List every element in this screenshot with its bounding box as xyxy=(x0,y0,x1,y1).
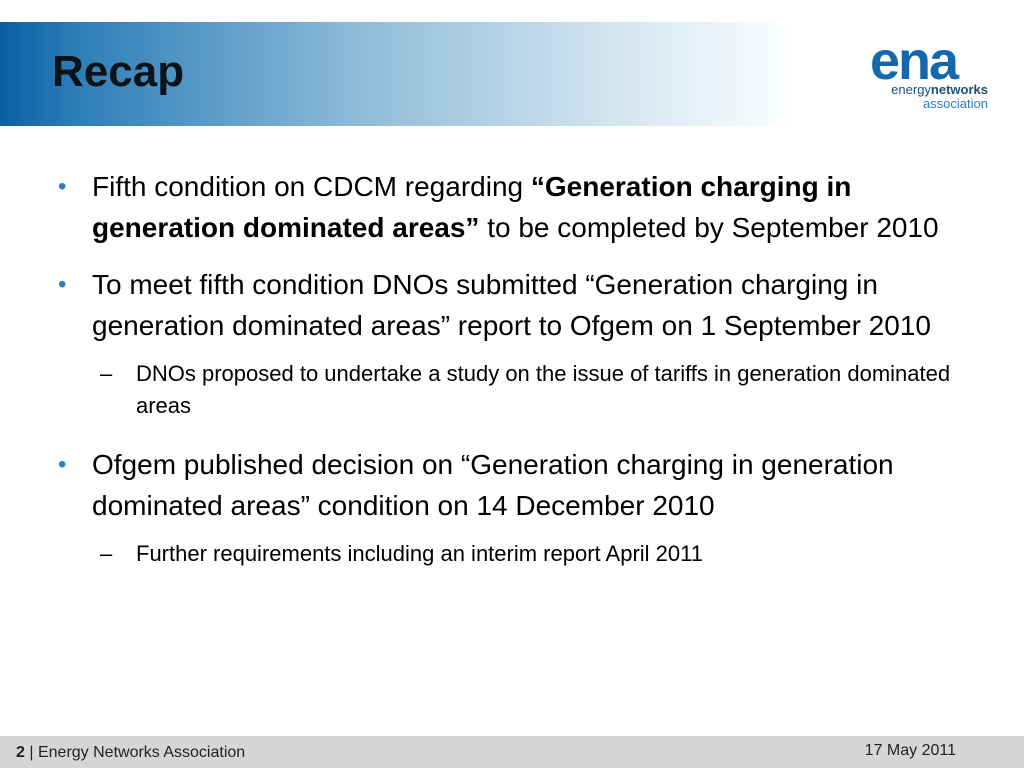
bullet-item: • Ofgem published decision on “Generatio… xyxy=(58,444,988,526)
footer-label: 2 | Energy Networks Association xyxy=(16,744,245,762)
slide-title: Recap xyxy=(52,47,185,96)
bullet-item: • Fifth condition on CDCM regarding “Gen… xyxy=(58,166,988,248)
sub-bullet-item: – DNOs proposed to undertake a study on … xyxy=(58,358,988,422)
bullet-item: • To meet fifth condition DNOs submitted… xyxy=(58,264,988,346)
bullet-bold-text: “Generation charging in generation domin… xyxy=(92,171,852,243)
sub-bullet-text: DNOs proposed to undertake a study on th… xyxy=(136,361,951,418)
sub-bullet-marker: – xyxy=(100,541,113,566)
logo-energy-text: energy xyxy=(891,82,931,97)
logo-networks-text: networks xyxy=(930,82,988,97)
logo-tagline-2: association xyxy=(922,96,988,111)
footer-separator: | xyxy=(29,744,34,761)
bullet-text: Fifth condition on CDCM regarding xyxy=(92,171,531,202)
bullet-text-tail: to be completed by September 2010 xyxy=(479,212,939,243)
page-number: 2 xyxy=(16,744,25,761)
bullet-text: Ofgem published decision on “Generation … xyxy=(92,449,894,521)
slide-footer: 2 | Energy Networks Association 17 May 2… xyxy=(0,736,1024,768)
bullet-text: To meet fifth condition DNOs submitted “… xyxy=(92,269,931,341)
logo-tagline-1: energynetworks xyxy=(891,82,988,97)
bullet-marker: • xyxy=(58,451,67,478)
bullet-marker: • xyxy=(58,173,67,200)
sub-bullet-item: – Further requirements including an inte… xyxy=(58,538,988,570)
bullet-marker: • xyxy=(58,271,67,298)
sub-bullet-text: Further requirements including an interi… xyxy=(136,541,703,566)
footer-organization: Energy Networks Association xyxy=(37,744,246,761)
ena-logo: ena energynetworks association xyxy=(868,31,990,114)
sub-bullet-marker: – xyxy=(100,361,113,386)
logo-mark: ena xyxy=(870,31,959,91)
slide-body: • Fifth condition on CDCM regarding “Gen… xyxy=(58,166,988,592)
footer-date: 17 May 2011 xyxy=(864,742,956,759)
title-banner xyxy=(0,22,1024,126)
